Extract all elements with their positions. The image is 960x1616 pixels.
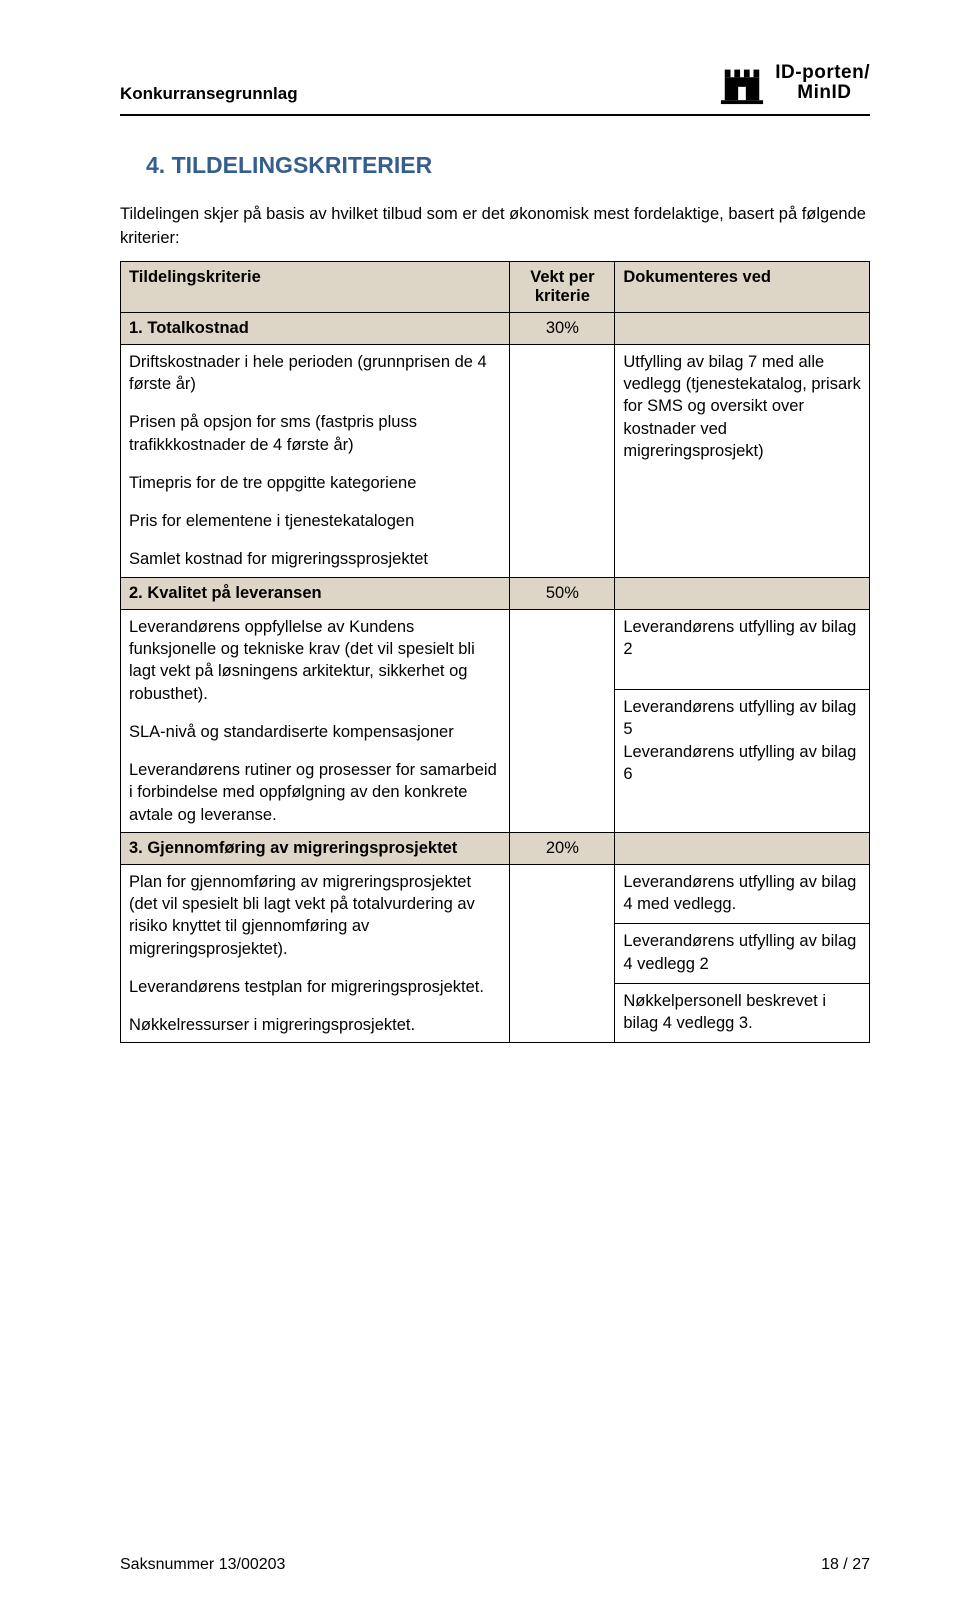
table-row: 1. Totalkostnad 30% — [121, 312, 870, 344]
criterion-detail-col3: Utfylling av bilag 7 med alle vedlegg (t… — [615, 344, 870, 577]
criterion-detail-col1: Driftskostnader i hele perioden (grunnpr… — [121, 344, 510, 577]
criterion-detail-col3: Nøkkelpersonell beskrevet i bilag 4 vedl… — [615, 983, 870, 1043]
criterion-detail-col2 — [510, 609, 615, 832]
detail-text: Pris for elementene i tjenestekatalogen — [129, 510, 501, 532]
detail-text: Leverandørens oppfyllelse av Kundens fun… — [129, 616, 501, 705]
criterion-doc-empty — [615, 312, 870, 344]
detail-text: Timepris for de tre oppgitte kategoriene — [129, 472, 501, 494]
footer-right: 18 / 27 — [821, 1556, 870, 1574]
doc-text: Leverandørens utfylling av bilag 6 — [623, 741, 861, 786]
footer-left: Saksnummer 13/00203 — [120, 1556, 285, 1574]
doc-text: Leverandørens utfylling av bilag 4 vedle… — [623, 930, 861, 975]
page-header: Konkurransegrunnlag ID-porten/ MinID — [120, 60, 870, 106]
criterion-detail-col2 — [510, 344, 615, 577]
logo-line2: MinID — [775, 83, 870, 103]
criterion-detail-col2 — [510, 864, 615, 1043]
logo-text: ID-porten/ MinID — [775, 63, 870, 103]
criterion-weight: 20% — [510, 832, 615, 864]
page: Konkurransegrunnlag ID-porten/ MinID 4. … — [0, 0, 960, 1616]
criterion-detail-col3: Leverandørens utfylling av bilag 4 med v… — [615, 864, 870, 924]
detail-text: Samlet kostnad for migreringssprosjektet — [129, 548, 501, 570]
table-row: Plan for gjennomføring av migreringspros… — [121, 864, 870, 924]
criterion-weight: 50% — [510, 577, 615, 609]
doc-text: Utfylling av bilag 7 med alle vedlegg (t… — [623, 351, 861, 462]
header-rule — [120, 114, 870, 116]
detail-text: Plan for gjennomføring av migreringspros… — [129, 871, 501, 960]
table-row: 2. Kvalitet på leveransen 50% — [121, 577, 870, 609]
criterion-detail-col3: Leverandørens utfylling av bilag 2 — [615, 609, 870, 689]
castle-icon — [719, 60, 765, 106]
criterion-detail-col1: Leverandørens oppfyllelse av Kundens fun… — [121, 609, 510, 832]
col-header-vekt: Vekt per kriterie — [510, 261, 615, 312]
col-header-dok: Dokumenteres ved — [615, 261, 870, 312]
criterion-detail-col3: Leverandørens utfylling av bilag 4 vedle… — [615, 924, 870, 984]
criterion-title: 2. Kvalitet på leveransen — [121, 577, 510, 609]
criterion-detail-col1: Plan for gjennomføring av migreringspros… — [121, 864, 510, 1043]
detail-text: Leverandørens testplan for migreringspro… — [129, 976, 501, 998]
logo-block: ID-porten/ MinID — [719, 60, 870, 106]
col-header-kriterie: Tildelingskriterie — [121, 261, 510, 312]
criterion-doc-empty — [615, 577, 870, 609]
criterion-title: 1. Totalkostnad — [121, 312, 510, 344]
table-row: Leverandørens oppfyllelse av Kundens fun… — [121, 609, 870, 689]
criterion-detail-col3: Leverandørens utfylling av bilag 5 Lever… — [615, 690, 870, 833]
doc-text: Leverandørens utfylling av bilag 2 — [623, 616, 861, 661]
criterion-doc-empty — [615, 832, 870, 864]
detail-text: SLA-nivå og standardiserte kompensasjone… — [129, 721, 501, 743]
detail-text: Prisen på opsjon for sms (fastpris pluss… — [129, 411, 501, 456]
detail-text: Leverandørens rutiner og prosesser for s… — [129, 759, 501, 826]
criterion-weight: 30% — [510, 312, 615, 344]
criteria-table: Tildelingskriterie Vekt per kriterie Dok… — [120, 261, 870, 1044]
detail-text: Nøkkelressurser i migreringsprosjektet. — [129, 1014, 501, 1036]
doc-type-label: Konkurransegrunnlag — [120, 60, 298, 104]
table-row: Driftskostnader i hele perioden (grunnpr… — [121, 344, 870, 577]
section-heading: 4. TILDELINGSKRITERIER — [146, 152, 870, 179]
page-footer: Saksnummer 13/00203 18 / 27 — [120, 1556, 870, 1574]
detail-text: Driftskostnader i hele perioden (grunnpr… — [129, 351, 501, 396]
table-row: 3. Gjennomføring av migreringsprosjektet… — [121, 832, 870, 864]
section-intro: Tildelingen skjer på basis av hvilket ti… — [120, 203, 870, 251]
doc-text: Leverandørens utfylling av bilag 5 — [623, 696, 861, 741]
table-header-row: Tildelingskriterie Vekt per kriterie Dok… — [121, 261, 870, 312]
logo-line1: ID-porten/ — [775, 63, 870, 83]
doc-text: Leverandørens utfylling av bilag 4 med v… — [623, 871, 861, 916]
doc-text: Nøkkelpersonell beskrevet i bilag 4 vedl… — [623, 990, 861, 1035]
criterion-title: 3. Gjennomføring av migreringsprosjektet — [121, 832, 510, 864]
